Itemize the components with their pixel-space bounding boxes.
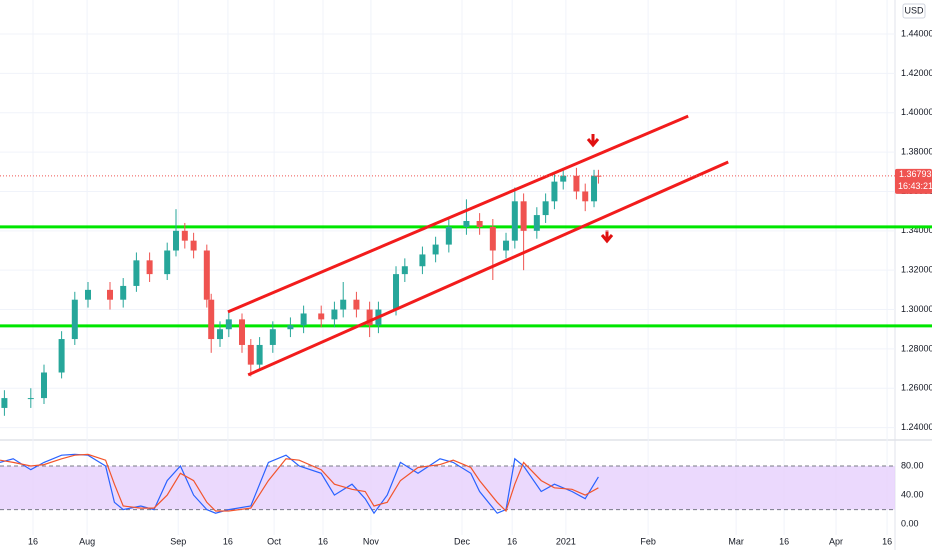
y-tick-label: 1.40000 <box>901 107 932 117</box>
candle-body <box>419 254 426 267</box>
candle-body <box>582 191 589 202</box>
arrow-down <box>600 230 614 244</box>
y-tick-label: 1.24000 <box>901 422 932 432</box>
candle-body <box>85 289 92 300</box>
x-tick-label: Sep <box>170 536 186 546</box>
candle-body <box>133 260 140 286</box>
y-tick-label: 1.26000 <box>901 383 932 393</box>
channel-line <box>247 160 729 377</box>
x-tick-label: 16 <box>507 536 517 546</box>
candle-body <box>1 398 8 408</box>
candle-body <box>208 299 215 340</box>
candle-body <box>41 372 48 399</box>
candle-body <box>533 215 540 231</box>
candle-body <box>511 201 518 241</box>
x-tick-label: Apr <box>829 536 843 546</box>
x-tick-label: Aug <box>79 536 95 546</box>
candle-body <box>287 325 294 330</box>
candle-body <box>239 319 246 345</box>
candle-body <box>520 201 527 231</box>
osc-tick-label: 80.00 <box>901 460 924 470</box>
candle-body <box>366 309 373 326</box>
candle-body <box>432 244 439 255</box>
x-tick-label: Oct <box>267 536 282 546</box>
candle-body <box>225 319 232 330</box>
x-tick-label: Dec <box>454 536 471 546</box>
x-tick-label: 16 <box>223 536 233 546</box>
arrow-down <box>586 134 600 148</box>
x-tick-label: 16 <box>28 536 38 546</box>
candle-body <box>401 266 408 275</box>
candle-body <box>560 175 567 182</box>
candle-body <box>247 344 254 365</box>
candle-body <box>489 226 496 251</box>
candle-body <box>445 226 452 245</box>
candle-body <box>120 285 127 300</box>
candle-body <box>353 299 360 310</box>
candle-body <box>595 175 602 177</box>
x-tick-label: 2021 <box>556 536 576 546</box>
oscillator-band <box>0 466 895 510</box>
last-price-box <box>895 168 932 194</box>
y-tick-label: 1.38000 <box>901 146 932 156</box>
candle-body <box>190 240 197 251</box>
y-tick-label: 1.32000 <box>901 265 932 275</box>
countdown-label: 16:43:21 <box>898 181 932 191</box>
x-tick-label: Mar <box>728 536 744 546</box>
currency-box <box>902 3 926 19</box>
x-tick-label: 16 <box>779 536 789 546</box>
candle-body <box>164 250 171 275</box>
osc-tick-label: 0.00 <box>901 518 919 528</box>
candle-body <box>256 344 263 365</box>
candle-body <box>331 309 338 320</box>
y-tick-label: 1.42000 <box>901 68 932 78</box>
candle-body <box>573 175 580 192</box>
candle-body <box>217 329 224 340</box>
y-tick-label: 1.30000 <box>901 304 932 314</box>
candle-body <box>71 299 78 340</box>
candle-body <box>463 220 470 227</box>
last-price-label: 1.36793 <box>899 169 932 179</box>
candle-body <box>58 339 65 373</box>
x-tick-label: 16 <box>882 536 892 546</box>
x-tick-label: 16 <box>318 536 328 546</box>
x-tick-label: Nov <box>363 536 380 546</box>
candle-body <box>340 299 347 310</box>
candle-body <box>27 398 34 400</box>
candle-body <box>542 201 549 216</box>
candle-body <box>476 220 483 227</box>
candle-body <box>146 260 153 275</box>
candle-body <box>269 329 276 345</box>
y-tick-label: 1.28000 <box>901 343 932 353</box>
candle-body <box>173 230 180 251</box>
candle-body <box>300 313 307 326</box>
osc-tick-label: 40.00 <box>901 489 924 499</box>
oscillator-line <box>0 453 599 513</box>
candle-body <box>181 230 188 241</box>
currency: USD <box>904 5 924 15</box>
y-tick-label: 1.34000 <box>901 225 932 235</box>
y-tick-label: 1.44000 <box>901 28 932 38</box>
x-tick-label: Feb <box>640 536 656 546</box>
candle-body <box>203 250 210 300</box>
candle-body <box>107 289 114 300</box>
candle-body <box>551 181 558 202</box>
candle-body <box>393 274 400 310</box>
candle-body <box>591 175 598 202</box>
candle-body <box>503 240 510 251</box>
candle-body <box>318 313 325 320</box>
channel-line <box>227 114 689 314</box>
